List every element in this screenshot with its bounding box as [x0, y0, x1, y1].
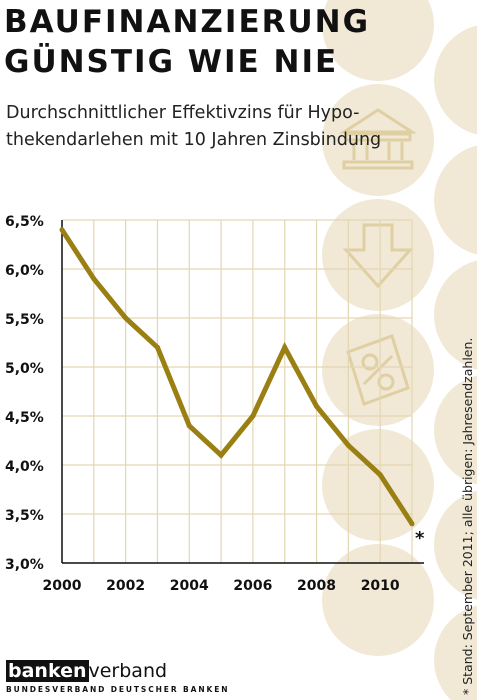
data-point: [345, 442, 351, 448]
x-tick-label: 2006: [233, 578, 272, 594]
y-tick-label: 4,0%: [5, 459, 44, 475]
data-point: [154, 344, 160, 350]
data-point: [250, 413, 256, 419]
y-tick-label: 3,5%: [5, 508, 44, 524]
bank-building-icon: [338, 108, 418, 170]
bankenverband-logo: banken verband BUNDESVERBAND DEUTSCHER BA…: [6, 660, 229, 694]
x-tick-label: 2004: [170, 578, 209, 594]
data-point: [282, 344, 288, 350]
arrow-down-icon: [342, 223, 414, 289]
x-tick-label: 2008: [297, 578, 336, 594]
data-point: [218, 452, 224, 458]
chart-subtitle: Durchschnittlicher Effektivzins für Hypo…: [6, 100, 426, 154]
data-point: [59, 227, 65, 233]
data-point: [186, 423, 192, 429]
logo-rest-text: verband: [88, 660, 168, 682]
data-point: [409, 521, 415, 527]
logo-subtitle: BUNDESVERBAND DEUTSCHER BANKEN: [6, 685, 230, 694]
title-line-1: BAUFINANZIERUNG: [4, 4, 371, 40]
data-point: [314, 403, 320, 409]
y-axis-tick-labels: 3,0% 3,5% 4,0% 4,5% 5,0% 5,5% 6,0% 6,5%: [5, 214, 44, 573]
y-tick-label: 5,0%: [5, 361, 44, 377]
series-line-group: [59, 227, 415, 527]
y-tick-label: 3,0%: [5, 557, 44, 573]
subtitle-line-1: Durchschnittlicher Effektivzins für Hypo…: [6, 103, 360, 123]
percent-tag-icon: [346, 334, 410, 406]
line-chart: 3,0%3,5%4,0%4,5%5,0%5,5%6,0%6,5% 2000 200…: [5, 214, 425, 594]
chart-grid: [61, 219, 413, 564]
subtitle-line-2: thekendarlehen mit 10 Jahren Zinsbindung: [6, 130, 382, 150]
x-tick-label: 2002: [106, 578, 145, 594]
logo-box-text: banken: [6, 660, 89, 682]
data-point: [91, 276, 97, 282]
y-tick-label: 5,5%: [5, 312, 44, 328]
footnote: * Stand: September 2011; alle übrigen: J…: [460, 337, 475, 695]
y-tick-label: 6,5%: [5, 214, 44, 230]
x-axis-tick-labels: 2000 2002 2004 2006 2008 2010: [43, 578, 400, 594]
chart-title: BAUFINANZIERUNG GÜNSTIG WIE NIE: [4, 2, 370, 82]
chart-axes: [61, 220, 424, 564]
asterisk-marker: *: [415, 528, 425, 549]
title-line-2: GÜNSTIG WIE NIE: [4, 44, 339, 80]
x-tick-label: 2000: [43, 578, 82, 594]
x-tick-label: 2010: [361, 578, 400, 594]
series-line-effektivzins: [59, 228, 415, 526]
logo-wordmark: banken verband: [6, 660, 229, 682]
y-tick-label: 6,0%: [5, 263, 44, 279]
data-point: [123, 315, 129, 321]
data-point: [377, 472, 383, 478]
y-tick-label: 4,5%: [5, 410, 44, 426]
